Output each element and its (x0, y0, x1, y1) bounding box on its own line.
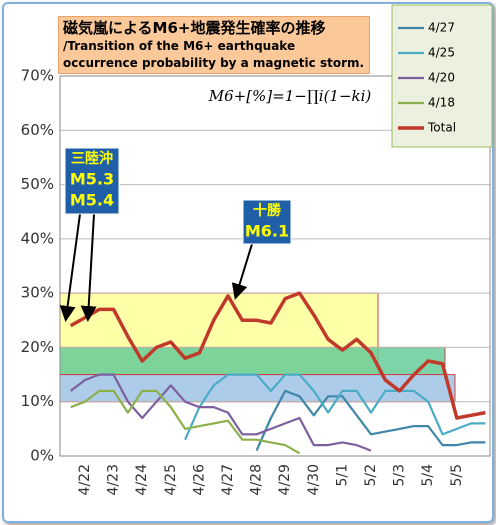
annotation-text: 十勝 (253, 202, 282, 219)
y-tick-label: 70% (21, 67, 54, 85)
band (59, 346, 446, 376)
y-tick-label: 10% (21, 392, 54, 410)
legend-label: Total (427, 121, 456, 135)
x-tick-label: 4/22 (77, 464, 93, 495)
series-line (70, 373, 372, 452)
series-line (184, 373, 486, 441)
annotation-text: M6.1 (245, 222, 289, 241)
y-tick-label: 40% (21, 229, 54, 247)
x-tick-label: 5/4 (420, 464, 436, 487)
x-tick-label: 5/1 (334, 464, 350, 487)
annotation-text: M5.3 (70, 170, 114, 189)
x-tick-label: 4/26 (191, 464, 207, 496)
annotation-box (242, 199, 292, 245)
arrow (59, 213, 81, 322)
legend-label: 4/20 (428, 71, 455, 85)
legend-label: 4/27 (428, 21, 455, 35)
series-line (69, 291, 486, 420)
x-tick-label: 5/3 (392, 464, 408, 487)
formula: M6+[%]=1−∏i(1−ki) (208, 87, 372, 105)
x-tick-label: 5/5 (449, 464, 465, 487)
annotation-text: 三陸沖 (71, 150, 113, 167)
chart-subtitle: /Transition of the M6+ earthquake occurr… (63, 39, 365, 70)
arrow (80, 213, 97, 322)
y-tick-label: 50% (21, 175, 54, 193)
legend-label: 4/25 (428, 46, 455, 60)
series-line (70, 389, 301, 455)
legend-label: 4/18 (428, 96, 455, 110)
arrow (231, 243, 253, 300)
y-tick-label: 30% (21, 284, 54, 302)
x-tick-label: 4/23 (106, 464, 122, 495)
y-tick-label: 0% (30, 447, 54, 465)
title-box: 磁気嵐によるM6+地震発生確率の推移 /Transition of the M6… (58, 16, 370, 74)
x-tick-label: 4/29 (277, 464, 293, 495)
chart-title: 磁気嵐によるM6+地震発生確率の推移 (63, 19, 326, 37)
annotation-box (64, 147, 120, 215)
y-tick-label: 20% (21, 338, 54, 356)
series-line (255, 389, 486, 452)
x-tick-label: 4/24 (134, 464, 150, 496)
x-tick-label: 4/28 (249, 464, 265, 495)
x-tick-label: 4/25 (163, 464, 179, 495)
x-tick-label: 5/2 (363, 464, 379, 487)
y-tick-label: 60% (21, 121, 54, 139)
annotation-text: M5.4 (70, 191, 114, 210)
plot-border (59, 75, 491, 457)
x-tick-label: 4/27 (220, 464, 236, 495)
x-tick-label: 4/30 (306, 464, 322, 495)
